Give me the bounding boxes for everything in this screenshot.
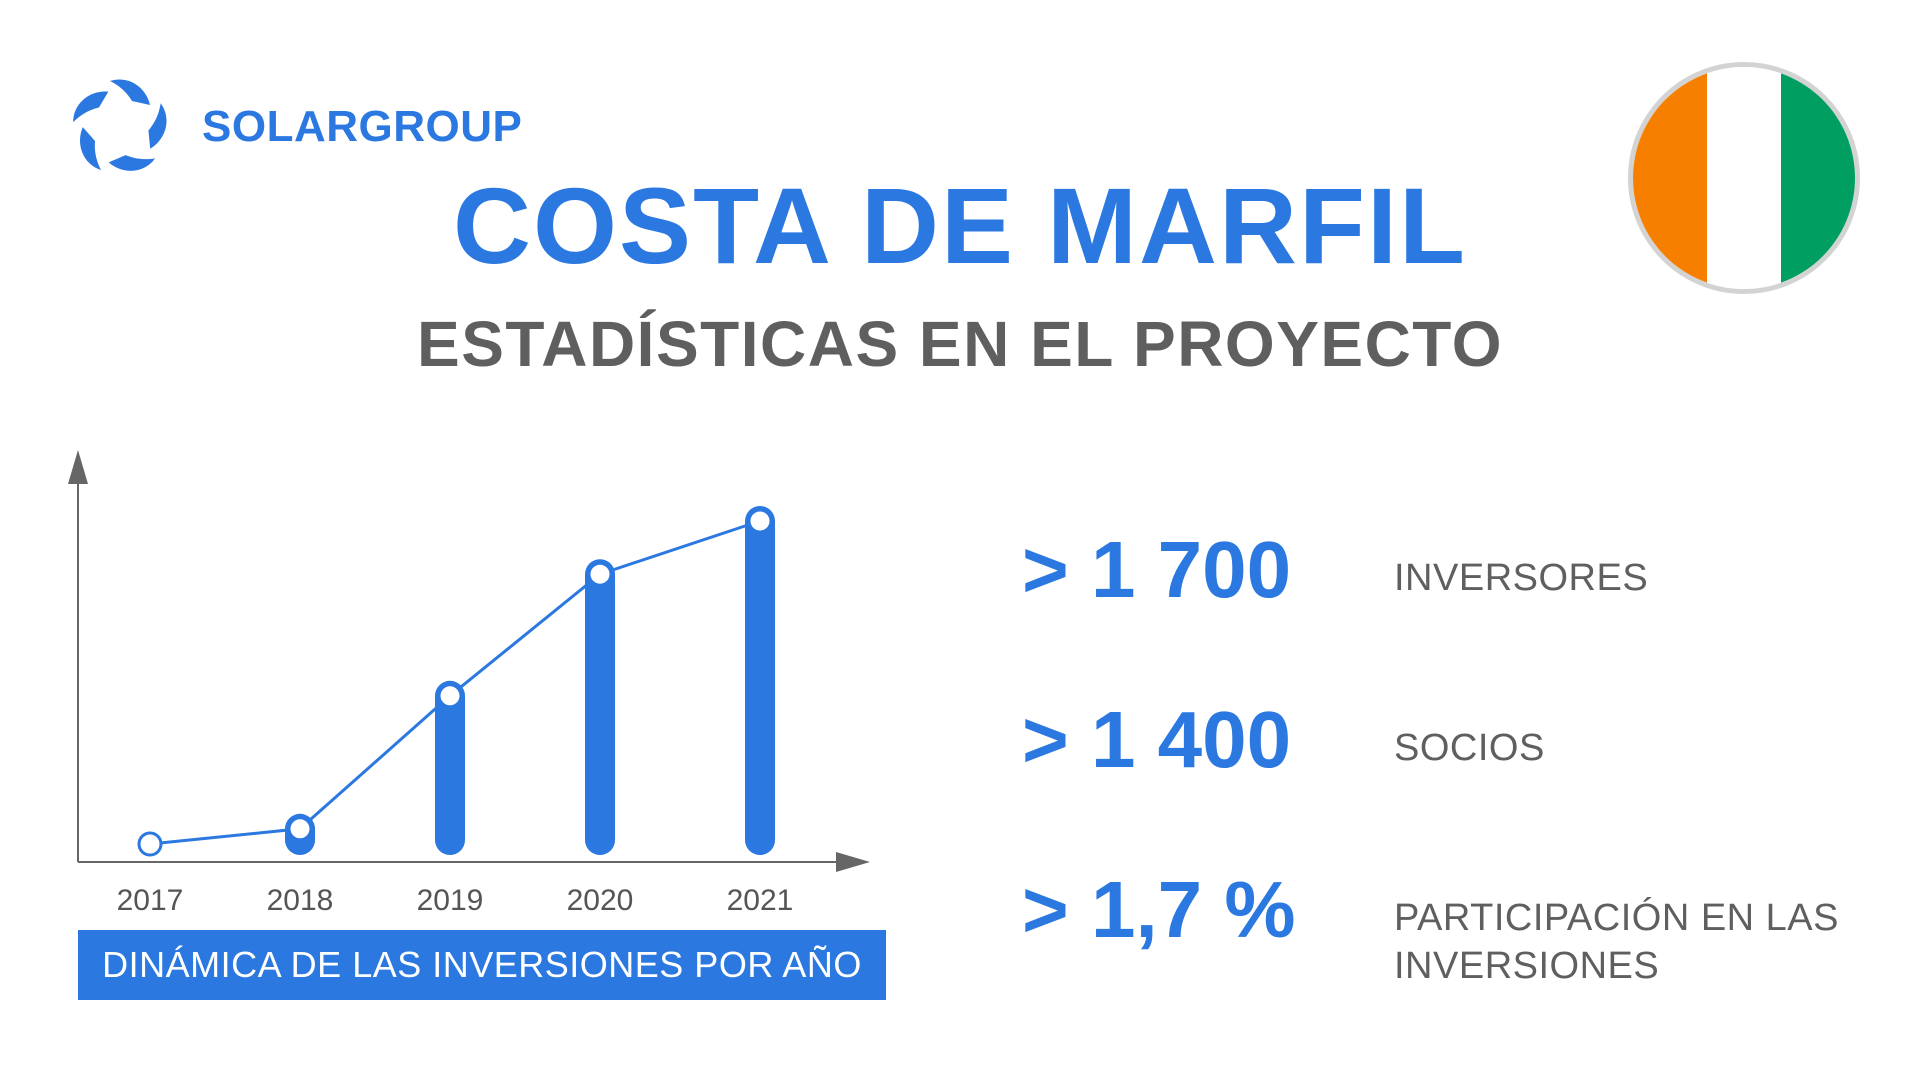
stat-value: > 1 400 (1022, 695, 1292, 784)
brand-logo: SOLARGROUP (62, 72, 582, 182)
flag-ivory-coast (1628, 62, 1860, 294)
brand-name: SOLARGROUP (202, 102, 523, 151)
point-2018 (287, 816, 313, 842)
x-tick-label: 2018 (267, 884, 334, 917)
stat-value: > 1 700 (1022, 525, 1292, 614)
stat-label: INVERSORES (1394, 557, 1649, 599)
x-tick-label: 2021 (727, 884, 794, 917)
x-axis-arrow-icon (836, 852, 870, 872)
point-2021 (747, 508, 773, 534)
page-title: COSTA DE MARFIL (453, 165, 1467, 286)
y-axis-arrow-icon (68, 450, 88, 484)
x-tick-label: 2017 (117, 884, 184, 917)
page-subtitle: ESTADÍSTICAS EN EL PROYECTO (417, 308, 1503, 380)
x-tick-label: 2020 (567, 884, 634, 917)
stat-value: > 1,7 % (1022, 865, 1296, 954)
x-tick-label: 2019 (417, 884, 484, 917)
sun-swirl-icon (73, 79, 167, 171)
point-2019 (437, 683, 463, 709)
point-2017 (137, 831, 163, 857)
point-2020 (587, 561, 613, 587)
investment-chart: 2017 2018 2019 2020 2021 (68, 450, 870, 917)
chart-caption: DINÁMICA DE LAS INVERSIONES POR AÑO (78, 930, 886, 1000)
stat-label: SOCIOS (1394, 727, 1545, 769)
stat-label: PARTICIPACIÓN EN LAS INVERSIONES (1394, 897, 1839, 987)
flag-stripe-white (1707, 67, 1781, 289)
